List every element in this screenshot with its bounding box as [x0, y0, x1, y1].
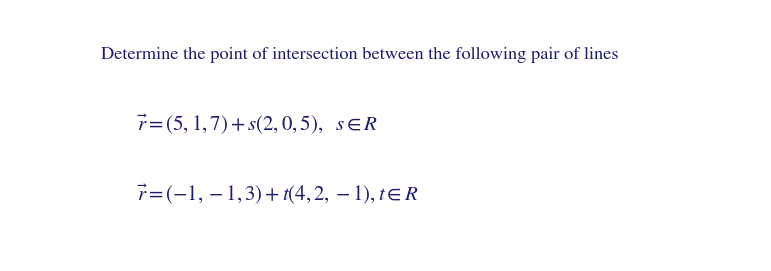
- Text: $\vec{r} = (-1, -1, 3) + t(4, 2, -1), t{\in}R$: $\vec{r} = (-1, -1, 3) + t(4, 2, -1), t{…: [137, 183, 419, 207]
- Text: $\vec{r} = (5, 1, 7) + s(2, 0, 5), \ \ s{\in}R$: $\vec{r} = (5, 1, 7) + s(2, 0, 5), \ \ s…: [137, 112, 379, 136]
- Text: Determine the point of intersection between the following pair of lines: Determine the point of intersection betw…: [101, 47, 618, 63]
